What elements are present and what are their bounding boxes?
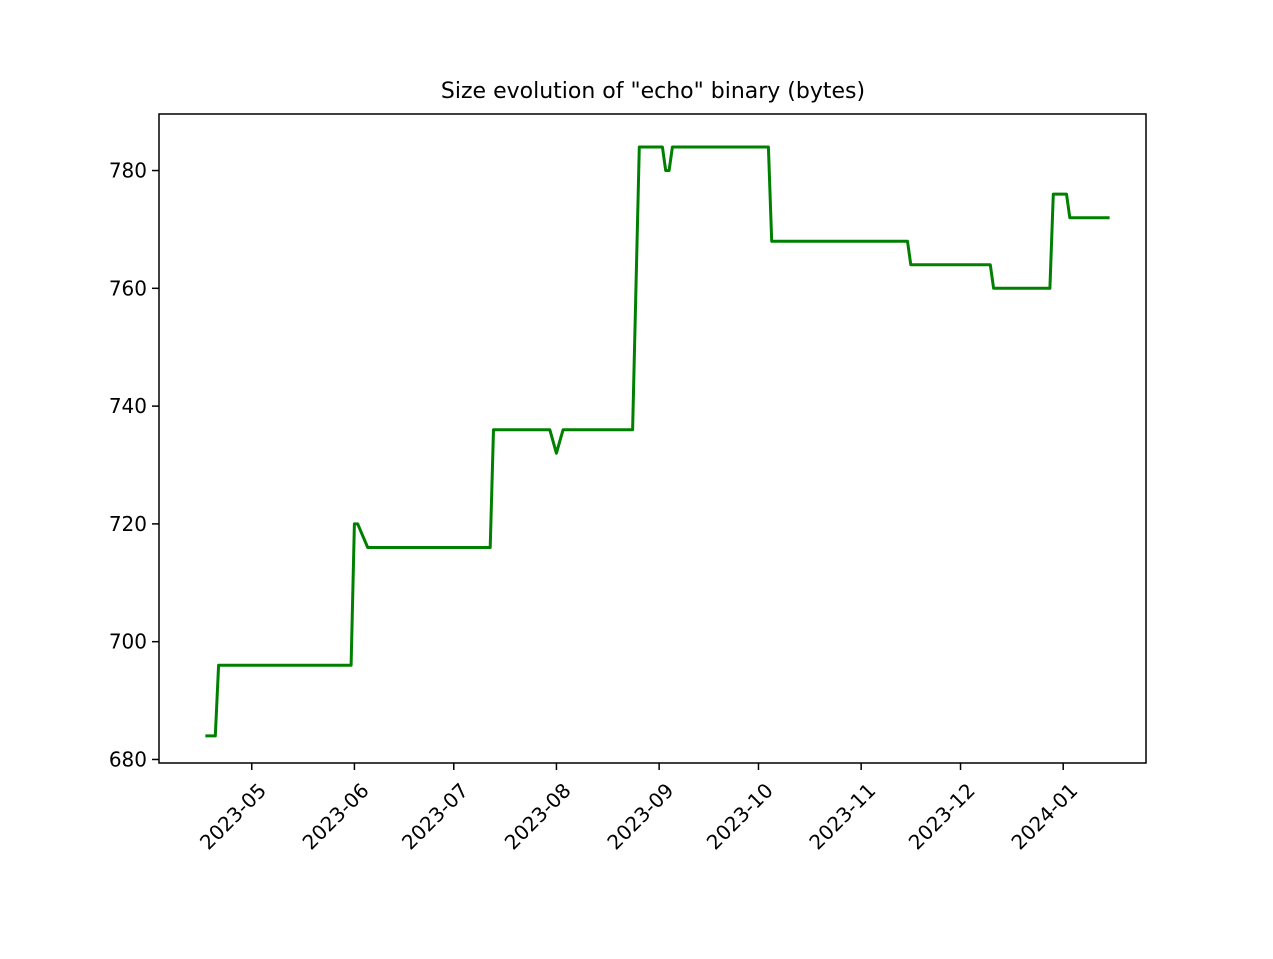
y-axis-ticks: 680 700 720 740 760 780	[109, 159, 159, 771]
series-line-0	[205, 145, 1110, 738]
y-tick-label: 740	[109, 394, 147, 418]
series-layer	[205, 145, 1110, 738]
chart-title: Size evolution of "echo" binary (bytes)	[441, 79, 865, 104]
y-tick-label: 700	[109, 630, 147, 654]
y-tick-label: 780	[109, 159, 147, 183]
y-tick-label: 720	[109, 512, 147, 536]
y-tick-label: 760	[109, 276, 147, 300]
plot-frame	[158, 113, 1147, 764]
y-tick-label: 680	[109, 747, 147, 771]
plot-area	[159, 114, 1146, 763]
